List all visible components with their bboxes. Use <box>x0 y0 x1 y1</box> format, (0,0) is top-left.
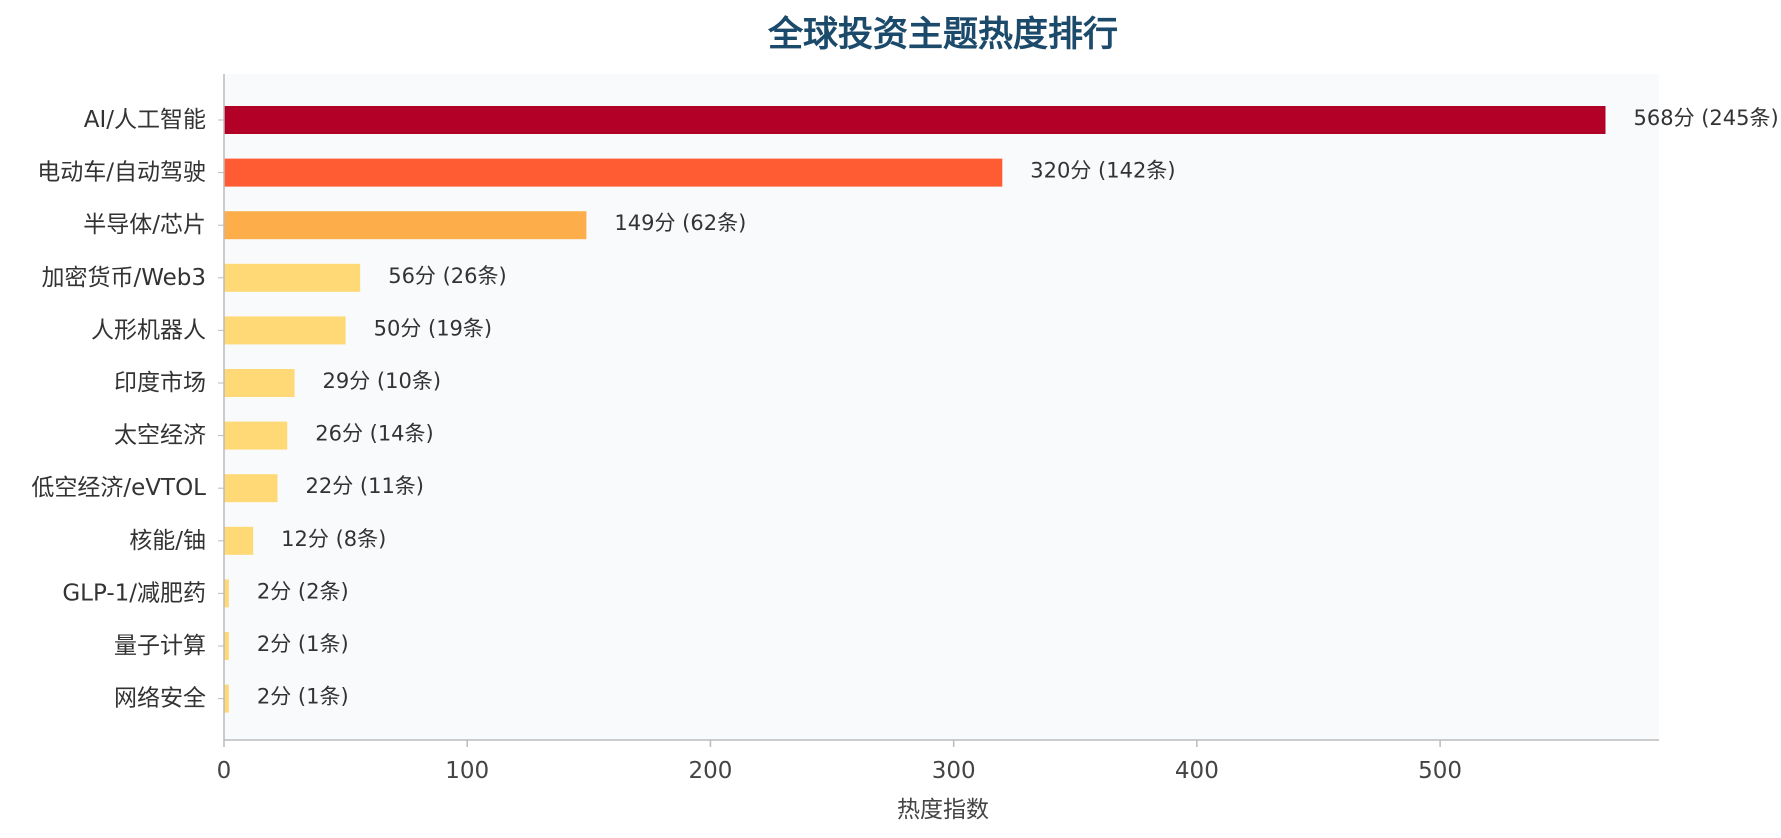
bar <box>224 579 229 608</box>
category-label: 网络安全 <box>114 686 206 712</box>
data-label: 568分 (245条) <box>1633 106 1778 130</box>
x-axis-title: 热度指数 <box>897 797 989 823</box>
axes-group <box>223 74 1659 741</box>
category-label: 半导体/芯片 <box>83 212 206 238</box>
data-label: 2分 (1条) <box>257 632 349 656</box>
category-label: 电动车/自动驾驶 <box>37 160 206 186</box>
data-label: 56分 (26条) <box>388 264 507 288</box>
data-label: 2分 (1条) <box>257 685 349 709</box>
x-tick-label: 400 <box>1175 758 1219 784</box>
category-label: 加密货币/Web3 <box>41 265 206 291</box>
data-label: 149分 (62条) <box>614 211 746 235</box>
x-tick-label: 200 <box>688 758 732 784</box>
category-label: 核能/铀 <box>129 528 206 554</box>
chart-title: 全球投资主题热度排行 <box>767 14 1118 55</box>
category-label: 低空经济/eVTOL <box>31 475 206 501</box>
x-tick-label: 0 <box>217 758 232 784</box>
x-tick-label: 300 <box>932 758 976 784</box>
bar <box>224 632 229 660</box>
data-label: 12分 (8条) <box>281 527 386 551</box>
bar <box>224 211 587 240</box>
x-ticks-group: 0 100 200 300 400 500 <box>217 740 1462 784</box>
bar <box>224 369 295 397</box>
category-label: 人形机器人 <box>91 317 206 343</box>
data-label: 29分 (10条) <box>323 369 442 393</box>
data-label: 2分 (2条) <box>257 579 349 603</box>
category-label: AI/人工智能 <box>84 107 206 133</box>
bar <box>224 106 1606 134</box>
bar <box>224 316 346 345</box>
data-label: 26分 (14条) <box>315 422 434 446</box>
bars-group <box>224 106 1606 713</box>
data-label: 50分 (19条) <box>374 316 493 340</box>
bar <box>224 684 229 713</box>
bar <box>224 158 1003 187</box>
x-tick-label: 100 <box>445 758 489 784</box>
bar <box>224 526 254 555</box>
bar <box>224 421 288 450</box>
category-label: 太空经济 <box>114 423 206 449</box>
category-label: 量子计算 <box>114 633 206 659</box>
bar <box>224 263 361 292</box>
x-tick-label: 500 <box>1418 758 1462 784</box>
value-labels-group: 568分 (245条) 320分 (142条) 149分 (62条) 56分 (26条… <box>257 106 1779 709</box>
data-label: 22分 (11条) <box>306 474 425 498</box>
category-label: 印度市场 <box>114 370 206 396</box>
bar <box>224 474 278 503</box>
data-label: 320分 (142条) <box>1030 159 1175 183</box>
category-label: GLP-1/减肥药 <box>62 580 206 606</box>
